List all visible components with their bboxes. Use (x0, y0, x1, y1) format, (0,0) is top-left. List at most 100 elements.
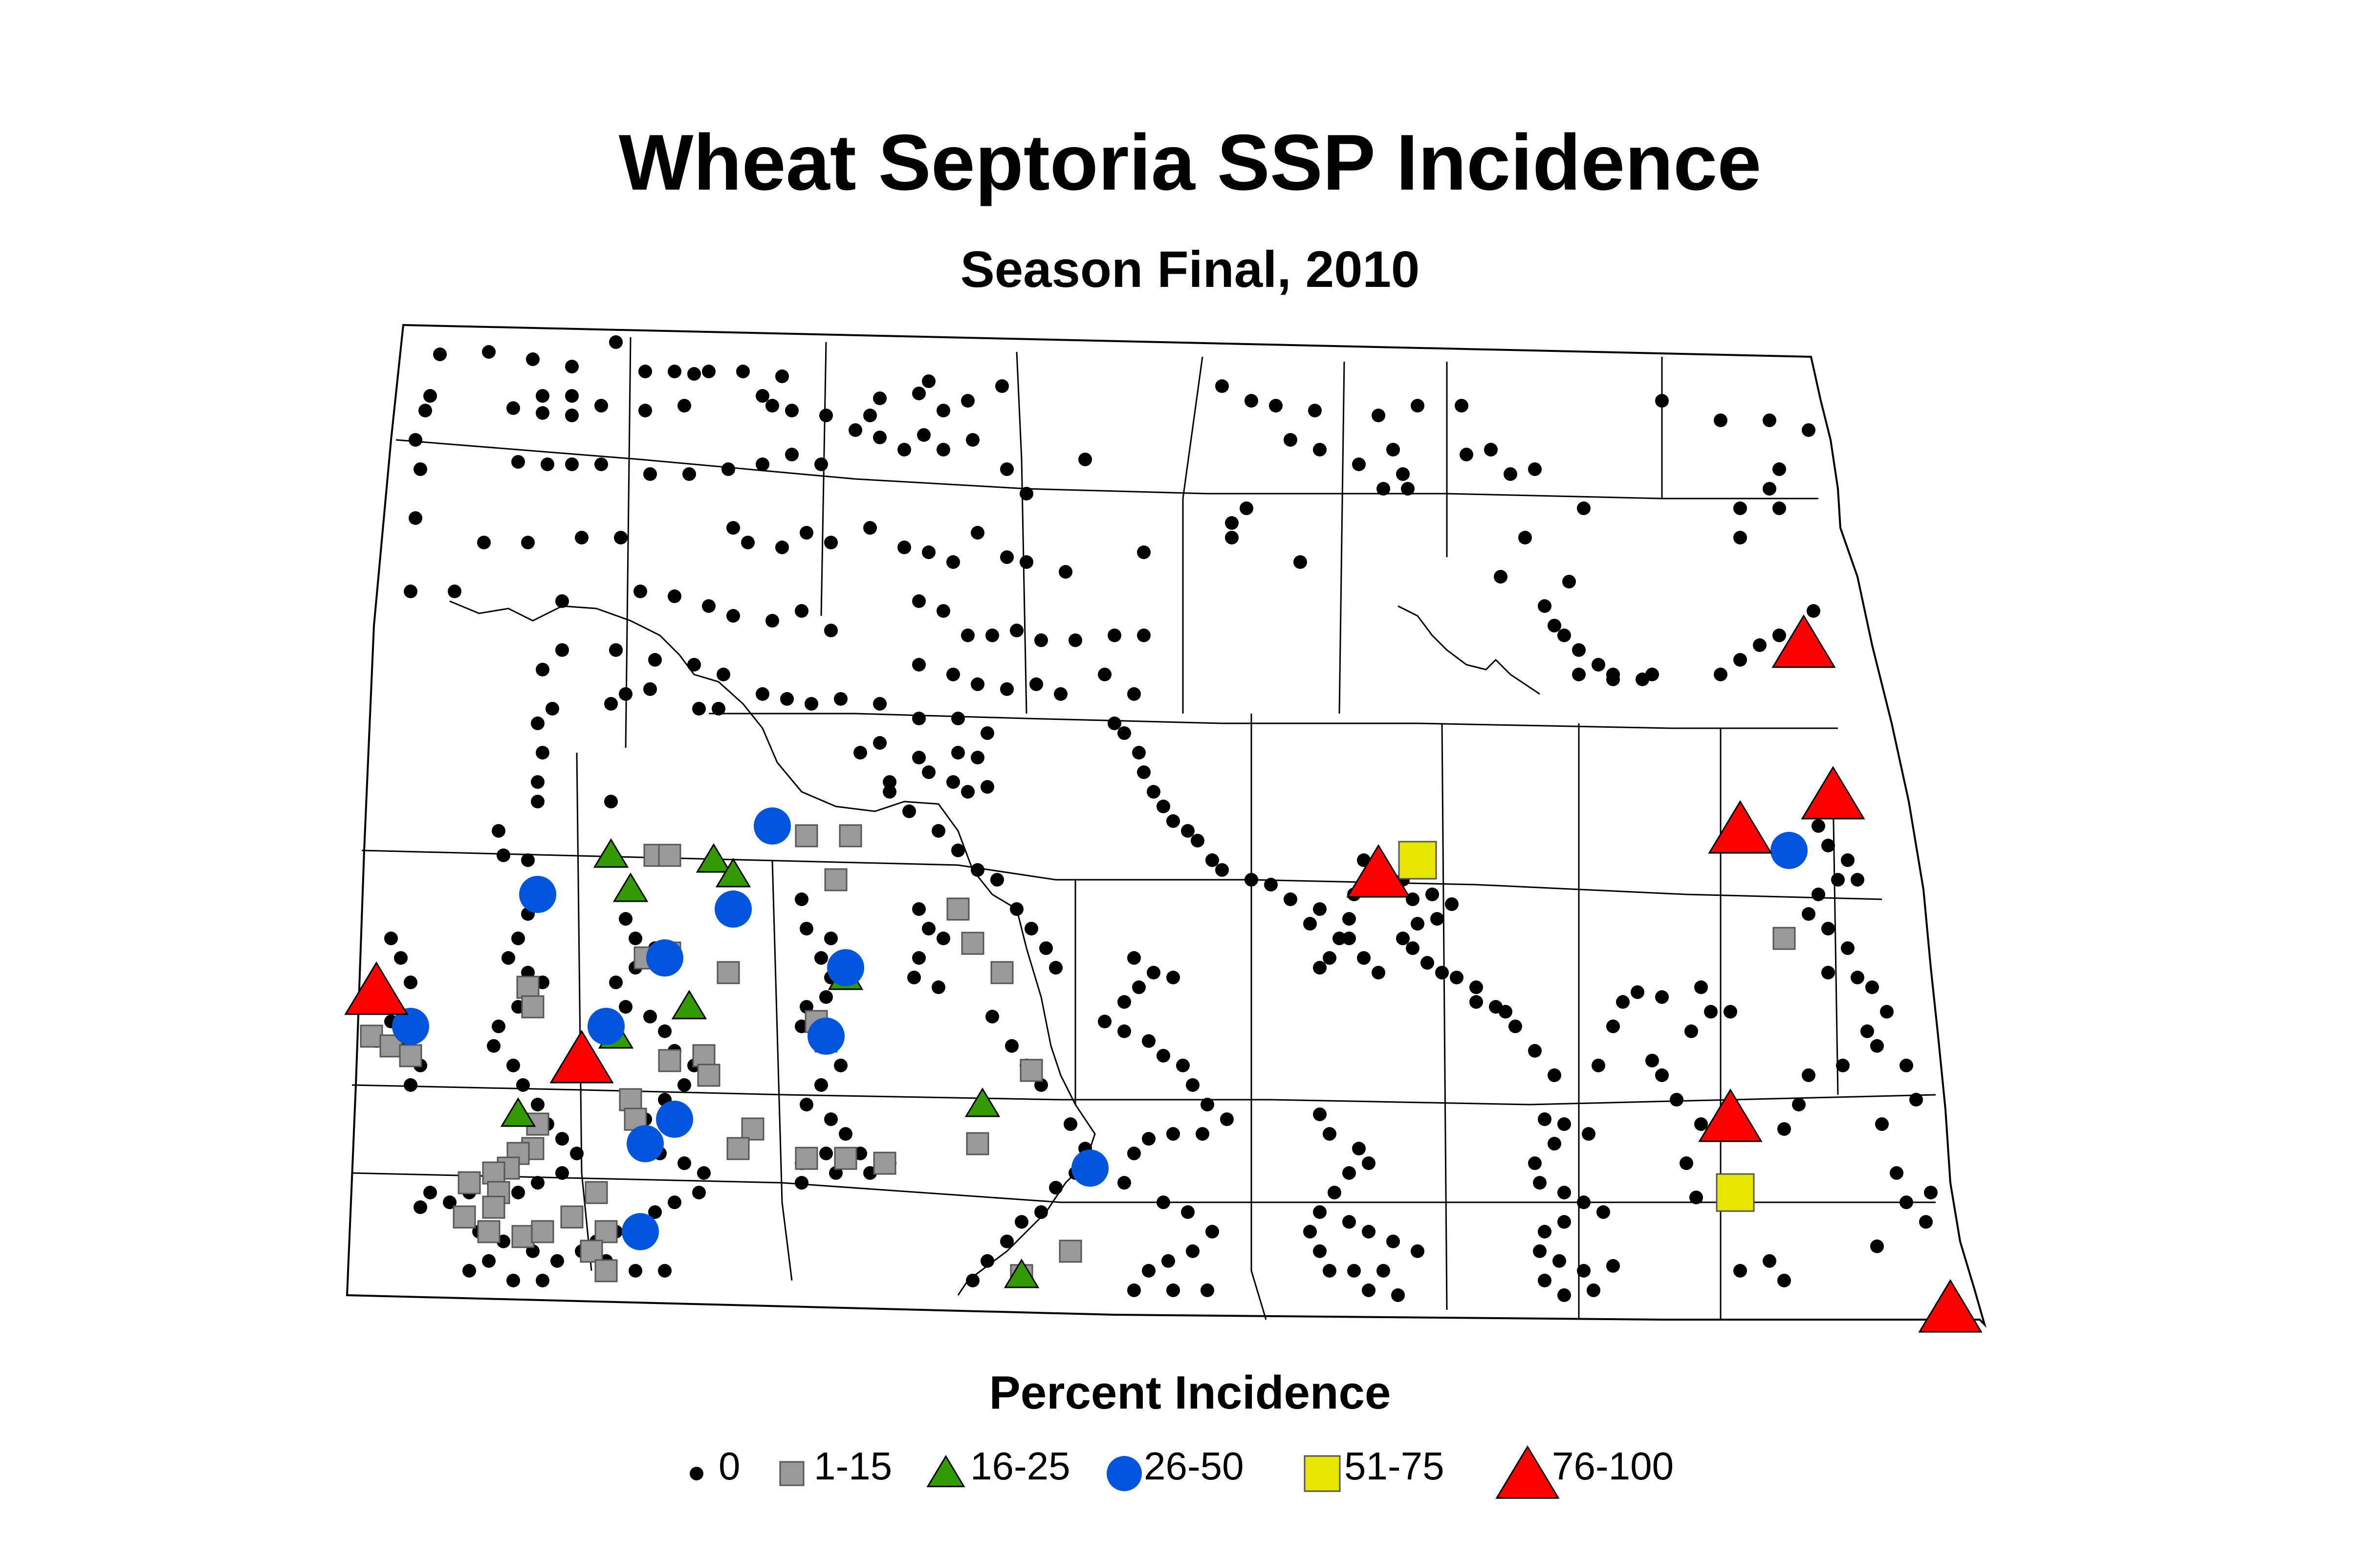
marker-0-421 (482, 1254, 496, 1268)
marker-0-188 (1851, 873, 1864, 887)
marker-0-324 (1533, 1176, 1547, 1190)
marker-0-242 (1411, 917, 1424, 931)
marker-0-110 (546, 702, 559, 716)
marker-0-142 (1411, 399, 1424, 413)
marker-0-104 (1000, 682, 1014, 696)
marker-0-173 (1772, 501, 1786, 515)
marker-0-232 (1508, 1020, 1522, 1033)
marker-1-15-1 (658, 844, 681, 867)
marker-0-426 (394, 951, 408, 965)
marker-51-75-0 (1398, 841, 1437, 880)
marker-0-370 (643, 1010, 657, 1023)
marker-0-239 (1420, 956, 1434, 970)
marker-76-100-4 (344, 961, 409, 1015)
marker-0-433 (404, 1078, 417, 1092)
marker-1-15-26 (453, 1205, 476, 1229)
marker-1-15-42 (873, 1151, 896, 1175)
marker-0-407 (555, 1132, 569, 1146)
marker-0-18 (594, 399, 608, 413)
marker-0-89 (1108, 629, 1121, 642)
marker-0-37 (594, 457, 608, 471)
marker-0-206 (1777, 1122, 1791, 1136)
marker-0-225 (1655, 990, 1669, 1004)
marker-0-296 (1161, 1254, 1175, 1268)
marker-0-81 (824, 624, 838, 637)
marker-0-416 (414, 1200, 427, 1214)
marker-0-165 (1460, 448, 1473, 461)
marker-0-347 (814, 1078, 828, 1092)
marker-26-50-6 (808, 1018, 845, 1055)
marker-1-15-49 (726, 1137, 750, 1160)
legend-marker-76-100 (1495, 1445, 1560, 1499)
marker-0-84 (961, 629, 975, 642)
marker-0-19 (638, 404, 652, 417)
marker-0-111 (604, 697, 618, 711)
marker-1-15-46 (1059, 1239, 1082, 1263)
marker-0-207 (1890, 1166, 1903, 1180)
marker-26-50-4 (827, 949, 864, 986)
marker-0-160 (1240, 501, 1253, 515)
marker-0-15 (536, 406, 549, 420)
marker-1-15-30 (585, 1181, 608, 1204)
marker-0-405 (531, 1098, 545, 1111)
marker-1-15-7 (990, 961, 1014, 984)
marker-0-136 (1269, 399, 1283, 413)
marker-0-455 (981, 1254, 994, 1268)
marker-0-152 (1562, 575, 1576, 588)
marker-0-288 (1166, 1127, 1180, 1141)
marker-0-134 (1215, 379, 1229, 393)
legend-label-1-15: 1-15 (814, 1444, 893, 1488)
marker-0-88 (1069, 633, 1082, 647)
marker-0-267 (1166, 814, 1180, 828)
marker-0-222 (1684, 1024, 1698, 1038)
marker-0-354 (795, 1176, 808, 1190)
marker-0-204 (1802, 1068, 1815, 1082)
marker-1-15-27 (477, 1220, 501, 1243)
marker-0-269 (1147, 785, 1160, 799)
marker-0-149 (1577, 501, 1591, 515)
marker-0-350 (839, 1127, 852, 1141)
marker-0-39 (682, 467, 696, 481)
marker-0-94 (687, 658, 701, 672)
marker-26-50-11 (1770, 832, 1808, 869)
marker-0-200 (1900, 1059, 1913, 1072)
marker-0-157 (1592, 658, 1605, 672)
marker-0-140 (1352, 457, 1366, 471)
marker-0-284 (1186, 1078, 1200, 1092)
marker-0-402 (487, 1039, 501, 1053)
marker-0-10 (775, 369, 789, 383)
marker-0-271 (1132, 746, 1146, 760)
marker-0-161 (1225, 516, 1239, 530)
marker-0-299 (1166, 1283, 1180, 1297)
marker-0-307 (1313, 1205, 1327, 1219)
marker-0-46 (897, 443, 911, 456)
marker-1-15-3 (839, 824, 862, 847)
marker-0-359 (922, 922, 936, 935)
marker-1-15-6 (961, 932, 984, 955)
marker-16-25-3 (612, 872, 649, 902)
marker-1-15-12 (717, 961, 740, 984)
marker-0-290 (1127, 1147, 1141, 1160)
marker-0-69 (1020, 555, 1033, 569)
marker-0-297 (1142, 1264, 1156, 1278)
marker-76-100-3 (1346, 844, 1411, 898)
marker-0-68 (1000, 550, 1014, 564)
marker-0-314 (1313, 1244, 1327, 1258)
marker-0-282 (1157, 1049, 1170, 1063)
sheyenne-river (1397, 605, 1540, 695)
marker-0-167 (1655, 394, 1669, 408)
marker-0-58 (726, 521, 740, 535)
marker-0-17 (506, 401, 520, 415)
marker-0-6 (668, 365, 681, 378)
marker-0-0 (433, 348, 447, 361)
marker-0-120 (536, 746, 549, 760)
marker-0-364 (619, 912, 633, 926)
marker-0-318 (1391, 1288, 1405, 1302)
marker-0-295 (1186, 1244, 1200, 1258)
marker-0-72 (404, 585, 417, 598)
marker-0-130 (961, 785, 975, 799)
marker-0-156 (1572, 643, 1586, 657)
marker-0-83 (937, 604, 950, 618)
marker-0-197 (1880, 1005, 1894, 1019)
